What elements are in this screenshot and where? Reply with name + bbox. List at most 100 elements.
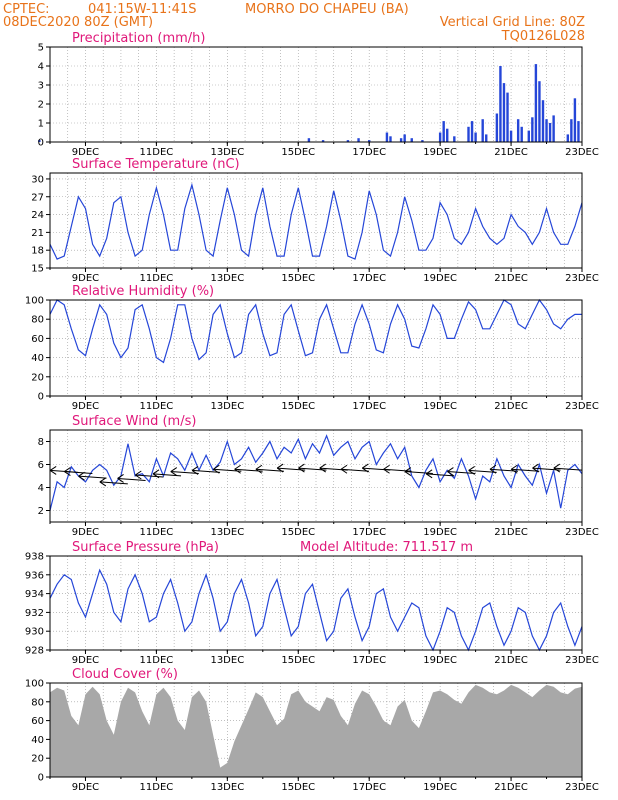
precip-bar — [509, 130, 513, 142]
precip-xtick-label: 9DEC — [72, 147, 99, 158]
wind-arrow-shaft — [135, 474, 164, 478]
wind-arrow-shaft — [468, 469, 497, 473]
wind-arrow — [99, 477, 128, 487]
wind-xtick-label: 21DEC — [494, 527, 528, 538]
rh-frame — [49, 299, 583, 397]
cloud-panel: 0 20 40 60 80 100 9DEC 11DEC 13DEC 15DEC 17DEC 19DE… — [25, 667, 599, 793]
cloud-xtick-label: 9DEC — [72, 782, 99, 793]
precip-ytick-label: 1 — [38, 119, 44, 130]
temp-panel: 15 18 21 24 27 30 9DEC 11DEC 13DEC 15DEC 17DEC 19DE… — [31, 157, 599, 284]
pressure-line — [49, 568, 583, 652]
wind-frame — [49, 429, 583, 523]
precip-bar — [534, 64, 538, 142]
header-station: MORRO DO CHAPEU (BA) — [245, 2, 409, 17]
precip-bar — [438, 132, 442, 142]
pressure-xtick-label: 9DEC — [72, 655, 99, 666]
rh-xtick-label: 21DEC — [494, 401, 528, 412]
precip-xtick-label: 21DEC — [494, 147, 528, 158]
rh-xtick-label: 13DEC — [210, 401, 244, 412]
precip-bar — [570, 119, 573, 142]
wind-arrow-head — [319, 463, 327, 473]
wind-arrow — [170, 467, 199, 476]
precip-bar — [403, 134, 406, 142]
wind-arrow — [117, 474, 146, 483]
precip-bar — [573, 98, 577, 142]
precip-bar — [531, 117, 534, 142]
wind-arrow-head — [404, 467, 412, 476]
cloud-ytick-label: 80 — [31, 697, 44, 708]
wind-arrow — [191, 465, 221, 475]
precip-bar — [545, 119, 548, 142]
wind-arrow-head — [117, 474, 124, 483]
cloud-ytick-label: 40 — [31, 735, 44, 746]
wind-ytick-label: 6 — [38, 460, 44, 471]
pressure-xtick-label: 13DEC — [210, 655, 244, 666]
pressure-xtick-label: 21DEC — [494, 655, 528, 666]
precip-ytick-label: 3 — [38, 81, 44, 92]
header-run: 08DEC2020 80Z (GMT) — [3, 15, 153, 30]
wind-xtick-label: 17DEC — [352, 527, 386, 538]
wind-arrow — [152, 469, 182, 479]
cloud-ytick-label: 100 — [25, 679, 44, 690]
precip-bar — [399, 138, 403, 142]
rh-ytick-label: 60 — [31, 334, 44, 345]
cloud-title: Cloud Cover (%) — [72, 667, 178, 682]
wind-xtick-label: 15DEC — [281, 527, 315, 538]
precip-bar — [516, 119, 520, 142]
precip-bar — [502, 83, 506, 142]
wind-arrow-head — [255, 464, 263, 474]
wind-arrow-shaft — [64, 471, 93, 475]
cloud-area — [50, 684, 582, 777]
precip-ytick-label: 5 — [38, 43, 44, 54]
pressure-ytick-label: 930 — [25, 627, 44, 638]
temp-ytick-label: 24 — [31, 210, 44, 221]
rh-xtick-label: 23DEC — [565, 401, 599, 412]
precip-bar — [538, 81, 541, 142]
cloud-xtick-label: 21DEC — [494, 782, 528, 793]
rh-ytick-label: 20 — [31, 372, 44, 383]
pressure-ytick-label: 932 — [25, 608, 44, 619]
wind-arrow-head — [510, 464, 518, 474]
temp-frame — [49, 172, 583, 269]
wind-arrow — [425, 469, 455, 479]
precip-xtick-label: 11DEC — [140, 147, 174, 158]
precip-bar — [467, 126, 470, 142]
precip-xtick-label: 13DEC — [210, 147, 244, 158]
temp-ytick-label: 15 — [31, 264, 44, 275]
wind-arrow-head — [213, 464, 220, 474]
wind-arrow — [64, 467, 93, 476]
wind-arrow-shaft — [99, 481, 128, 485]
pressure-ytick-label: 936 — [25, 570, 44, 581]
wind-xtick-label: 19DEC — [423, 527, 457, 538]
wind-arrow-head — [276, 463, 284, 473]
precip-ytick-label: 4 — [38, 62, 44, 73]
precip-bar — [481, 119, 484, 142]
precip-bar — [410, 138, 413, 142]
wind-arrow — [135, 470, 164, 480]
pressure-annotation: Model Altitude: 711.517 m — [300, 540, 473, 555]
wind-arrow — [468, 465, 497, 475]
header-source: CPTEC: — [3, 2, 50, 17]
cloud-ytick-label: 20 — [31, 754, 44, 765]
wind-arrow — [553, 463, 582, 473]
precip-bar — [470, 121, 474, 142]
wind-arrow-shaft — [426, 473, 455, 477]
wind-arrow-shaft — [192, 469, 221, 473]
precip-bar — [357, 138, 360, 142]
temp-xtick-label: 9DEC — [72, 273, 99, 284]
precip-xtick-label: 23DEC — [565, 147, 599, 158]
pressure-xtick-label: 17DEC — [352, 655, 386, 666]
temp-line — [49, 182, 583, 260]
rh-line — [49, 298, 582, 364]
wind-title: Surface Wind (m/s) — [72, 414, 196, 429]
wind-arrow-head — [553, 463, 561, 473]
wind-arrow-head — [170, 467, 178, 476]
precip-bar — [385, 132, 389, 142]
wind-arrow-head — [468, 465, 475, 475]
precip-xtick-label: 15DEC — [281, 147, 315, 158]
wind-arrow-shaft — [255, 468, 284, 472]
pressure-ytick-label: 934 — [25, 589, 44, 600]
cloud-frame — [49, 682, 583, 778]
wind-panel: 2 4 6 8 9DEC 11DEC 13DEC 15DEC 17DEC 19DEC 21DEC 23… — [38, 414, 599, 538]
